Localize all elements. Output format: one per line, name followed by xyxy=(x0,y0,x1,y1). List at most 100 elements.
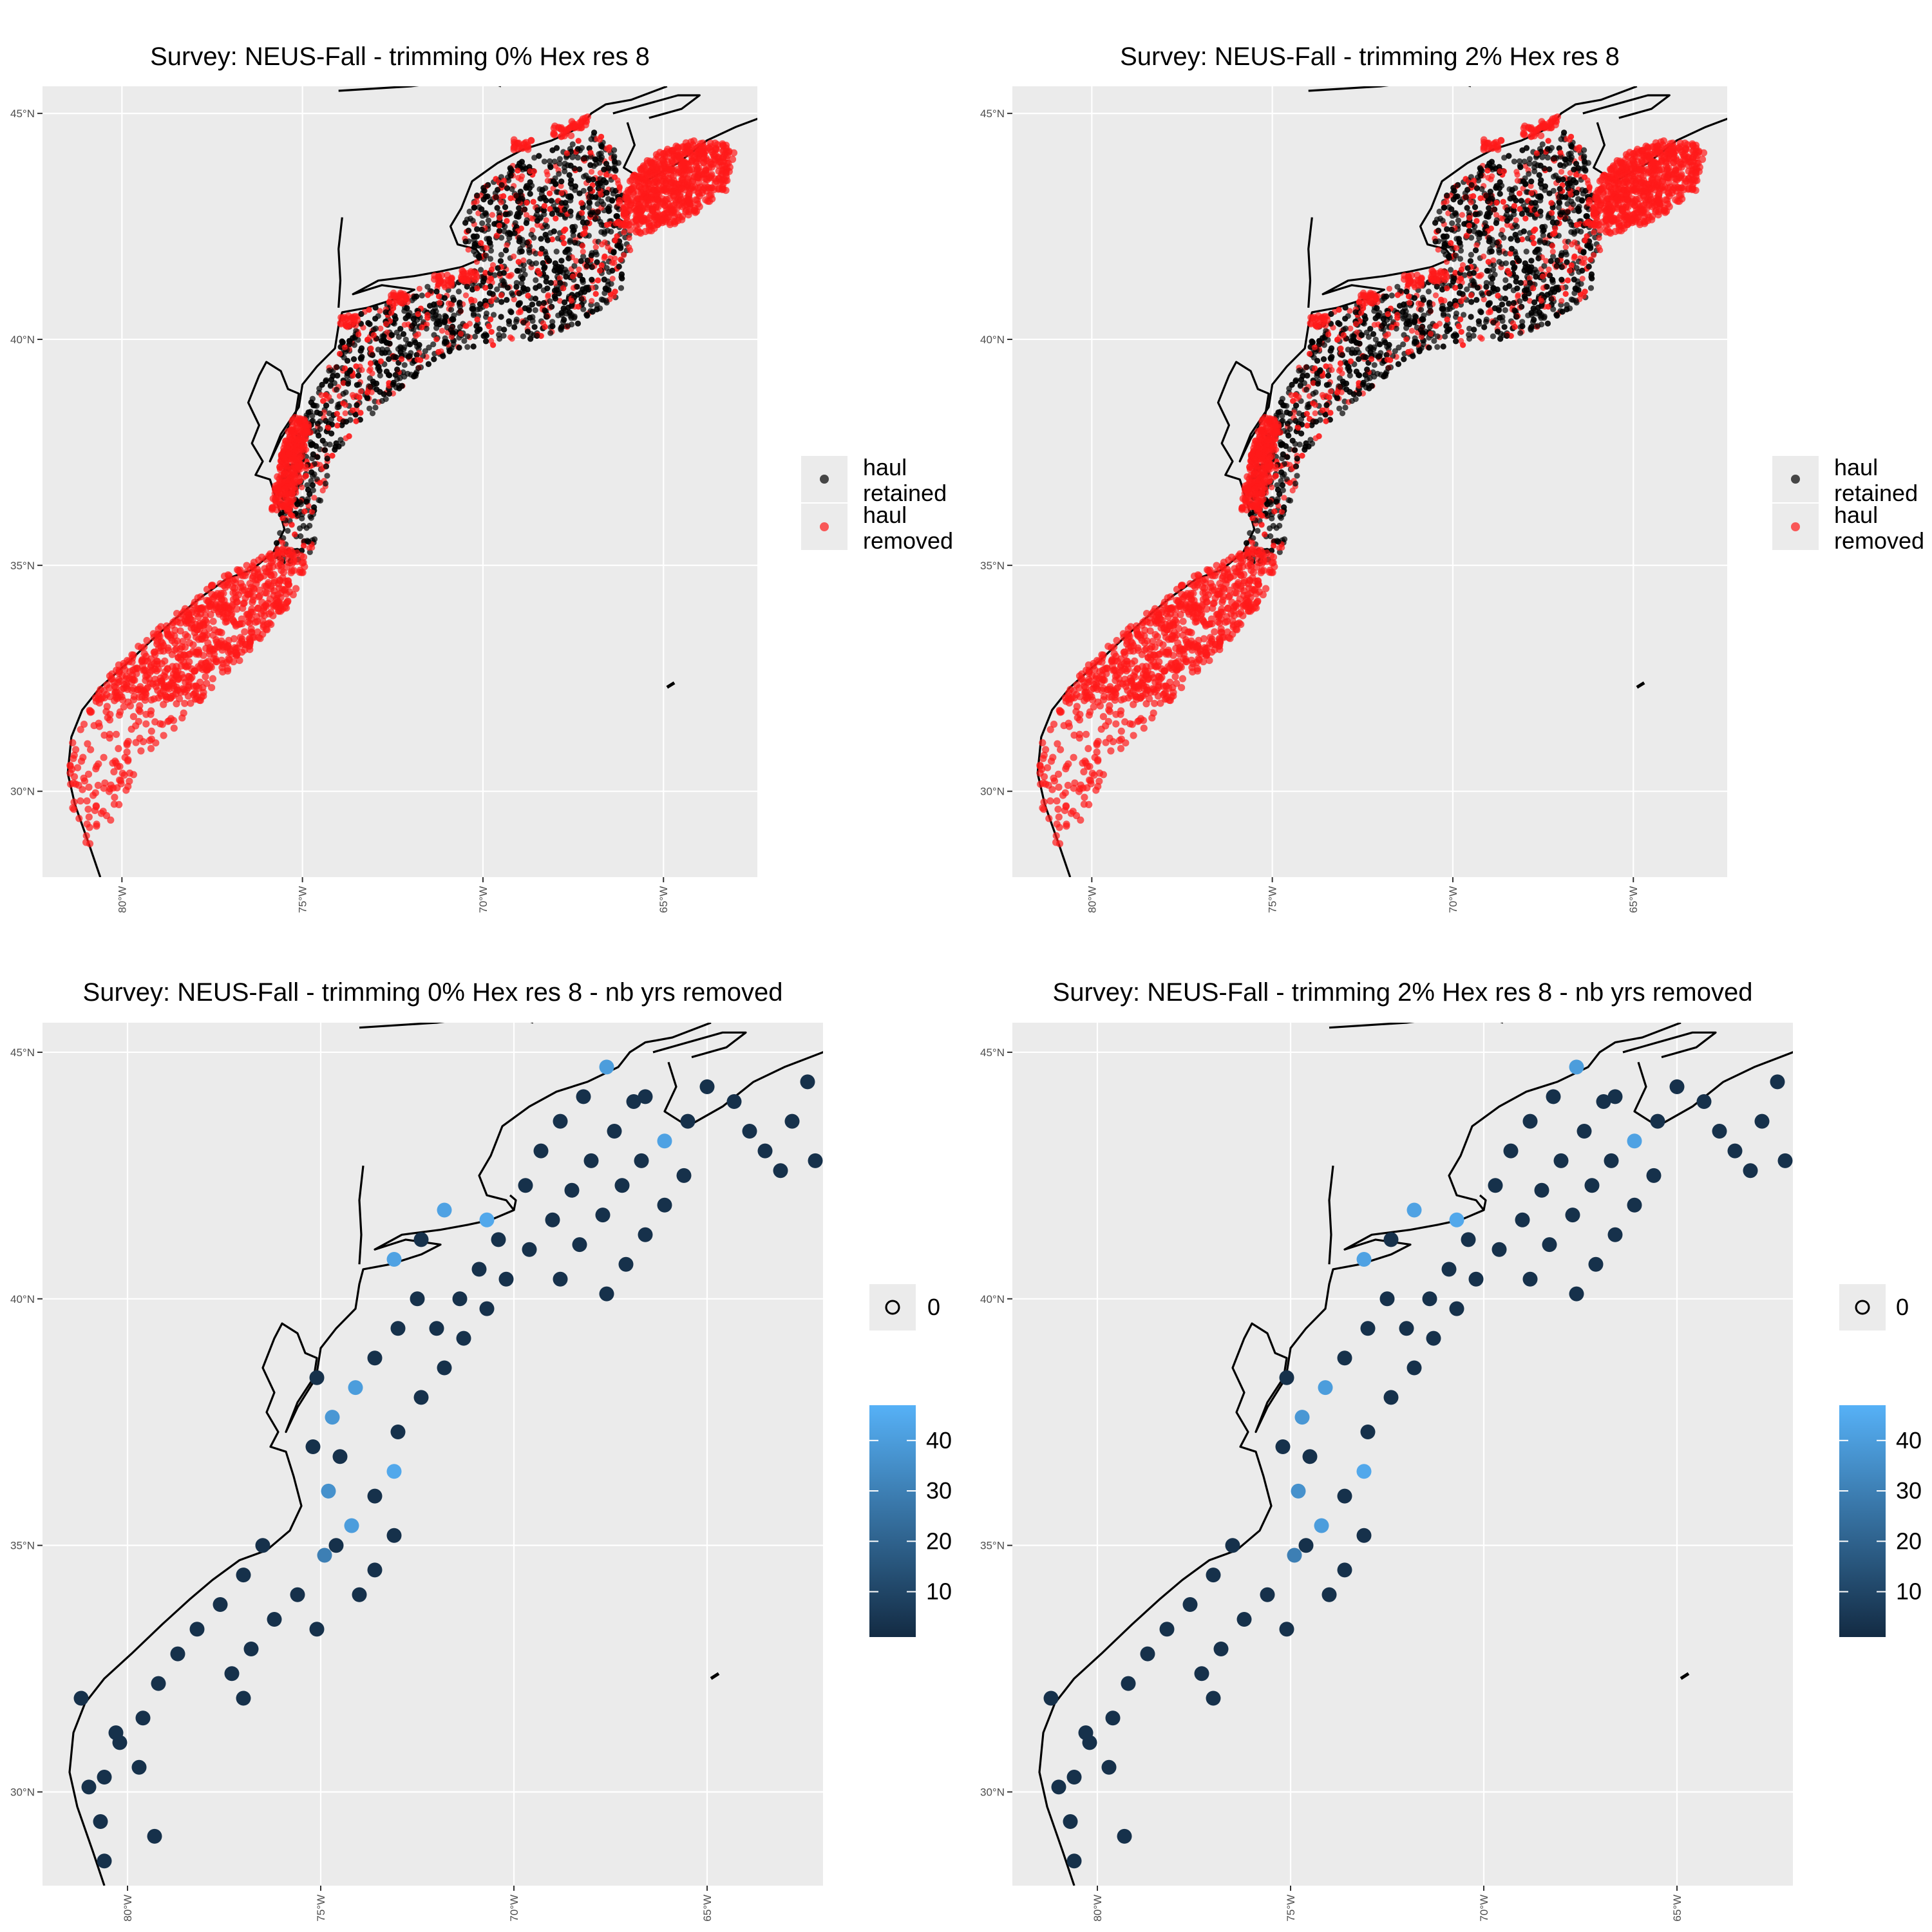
haul-retained-point xyxy=(554,207,560,213)
haul-removed-point xyxy=(424,292,431,298)
haul-removed-point xyxy=(283,546,291,554)
coastline-segment xyxy=(1582,94,1671,119)
haul-removed-point xyxy=(255,634,263,641)
haul-retained-point xyxy=(511,324,518,330)
haul-removed-point xyxy=(649,163,656,171)
haul-removed-point xyxy=(107,816,115,824)
haul-removed-point xyxy=(556,275,563,281)
haul-retained-point xyxy=(595,185,601,191)
haul-retained-point xyxy=(316,432,322,439)
haul-removed-point xyxy=(510,136,518,144)
haul-retained-point xyxy=(488,247,495,254)
haul-removed-point xyxy=(218,609,226,616)
haul-removed-point xyxy=(500,193,507,200)
haul-removed-point xyxy=(355,331,362,337)
haul-removed-point xyxy=(690,154,698,162)
haul-removed-point xyxy=(122,672,130,680)
haul-retained-point xyxy=(317,410,323,417)
haul-retained-point xyxy=(347,367,354,374)
haul-removed-point xyxy=(274,501,281,509)
haul-retained-point xyxy=(551,267,558,274)
haul-retained-point xyxy=(473,323,480,329)
haul-removed-point xyxy=(594,136,600,142)
haul-removed-point xyxy=(1347,325,1354,332)
haul-retained-point xyxy=(367,384,374,390)
haul-removed-point xyxy=(120,662,128,670)
haul-retained-point xyxy=(423,325,430,332)
haul-retained-point xyxy=(1425,289,1432,295)
haul-retained-point xyxy=(1461,312,1467,318)
haul-removed-point xyxy=(588,169,595,175)
haul-removed-point xyxy=(468,296,475,303)
haul-removed-point xyxy=(106,730,113,738)
haul-retained-point xyxy=(557,279,564,286)
haul-retained-point xyxy=(433,289,440,295)
haul-retained-point xyxy=(583,312,590,318)
haul-removed-point xyxy=(84,770,93,778)
haul-removed-point xyxy=(510,144,518,151)
haul-removed-point xyxy=(357,388,364,395)
haul-retained-point xyxy=(578,296,585,302)
haul-retained-point xyxy=(532,296,539,302)
haul-retained-point xyxy=(401,374,408,380)
haul-retained-point xyxy=(436,321,443,328)
haul-removed-point xyxy=(706,139,714,147)
haul-retained-point xyxy=(549,211,556,217)
haul-removed-point xyxy=(176,695,184,703)
haul-removed-point xyxy=(1499,227,1506,234)
haul-retained-point xyxy=(346,337,353,344)
haul-retained-point xyxy=(536,283,543,289)
haul-removed-point xyxy=(474,316,480,323)
haul-retained-point xyxy=(464,283,470,290)
haul-retained-point xyxy=(482,194,489,200)
haul-removed-point xyxy=(104,714,111,721)
haul-retained-point xyxy=(372,305,379,311)
haul-removed-point xyxy=(102,690,111,698)
haul-removed-point xyxy=(283,507,291,515)
haul-removed-point xyxy=(530,198,536,205)
haul-removed-point xyxy=(377,358,384,365)
haul-removed-point xyxy=(369,370,375,377)
haul-removed-point xyxy=(136,702,144,710)
haul-retained-point xyxy=(569,141,576,147)
haul-retained-point xyxy=(485,217,492,223)
haul-removed-point xyxy=(82,832,90,840)
haul-removed-point xyxy=(77,797,84,805)
haul-removed-point xyxy=(721,162,729,170)
haul-removed-point xyxy=(236,634,244,641)
haul-retained-point xyxy=(593,251,600,258)
haul-removed-point xyxy=(243,562,251,569)
haul-retained-point xyxy=(1551,173,1557,180)
haul-removed-point xyxy=(546,190,553,196)
haul-removed-point xyxy=(142,720,150,728)
haul-removed-point xyxy=(627,226,634,234)
haul-removed-point xyxy=(356,394,363,401)
haul-removed-point xyxy=(690,137,698,145)
haul-removed-point xyxy=(337,314,345,321)
haul-removed-point xyxy=(138,644,146,652)
haul-retained-point xyxy=(527,191,533,197)
haul-retained-point xyxy=(504,297,510,303)
haul-retained-point xyxy=(1287,446,1293,453)
haul-removed-point xyxy=(95,719,102,727)
haul-retained-point xyxy=(351,342,358,348)
haul-retained-point xyxy=(345,381,352,387)
haul-retained-point xyxy=(280,535,287,542)
haul-removed-point xyxy=(254,604,262,612)
haul-retained-point xyxy=(600,201,607,207)
haul-removed-point xyxy=(390,292,397,299)
haul-removed-point xyxy=(279,585,287,593)
haul-retained-point xyxy=(543,274,549,281)
haul-removed-point xyxy=(340,400,346,406)
haul-retained-point xyxy=(515,301,522,308)
haul-removed-point xyxy=(113,784,121,791)
haul-removed-point xyxy=(137,683,144,690)
haul-removed-point xyxy=(180,651,188,659)
haul-removed-point xyxy=(377,325,384,332)
haul-removed-point xyxy=(66,761,74,769)
haul-removed-point xyxy=(260,607,267,615)
haul-retained-point xyxy=(603,179,609,185)
haul-removed-point xyxy=(580,249,586,255)
haul-retained-point xyxy=(324,455,330,462)
haul-retained-point xyxy=(485,182,491,188)
